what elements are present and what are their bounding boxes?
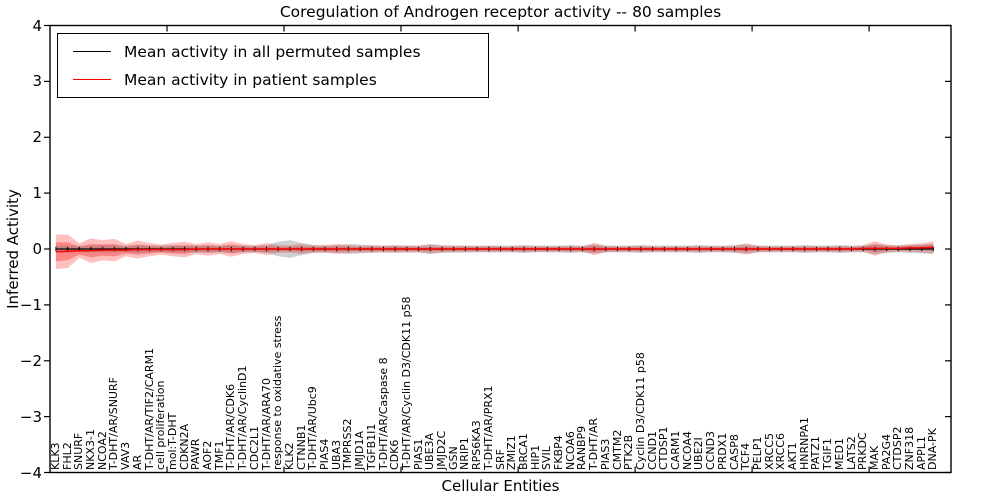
- x-tick-label: T-DHT/AR/ARA70: [259, 378, 273, 470]
- x-tick-label: CDKN2A: [177, 423, 191, 470]
- x-tick-label: SVIL: [540, 446, 554, 470]
- legend-swatch-patient-line: [73, 79, 111, 80]
- x-axis-label: Cellular Entities: [441, 477, 560, 495]
- x-tick-label: NRIP1: [458, 437, 472, 470]
- y-tick-label: 4: [32, 16, 42, 35]
- x-tick-label: MAK: [867, 445, 881, 470]
- x-tick-label: KLK3: [48, 442, 62, 470]
- x-tick-label: T-DHT/AR/PRX1: [481, 385, 495, 470]
- y-tick-label: −4: [19, 463, 42, 482]
- legend: Mean activity in all permuted samples Me…: [57, 33, 489, 98]
- x-tick-label: mol:T-DHT: [165, 412, 179, 470]
- x-tick-label: T-DHT/AR/SNURF: [107, 377, 121, 470]
- x-tick-label: CDC2L1: [247, 426, 261, 470]
- x-tick-label: T-DHT/AR: [587, 417, 601, 470]
- x-tick-label: T-DHT/AR/Cyclin D3/CDK11 p58: [399, 296, 413, 470]
- x-tick-label: PIAS4: [318, 438, 331, 470]
- patient-mean-line: [55, 246, 934, 253]
- x-tick-label: AKT1: [786, 442, 799, 470]
- x-tick-label: CMTM2: [610, 429, 624, 470]
- x-tick-label: Cyclin D3/CDK11 p58: [633, 352, 647, 470]
- x-tick-label: T-DHT/AR/Ubc9: [306, 386, 320, 470]
- x-tick-label: CTDSP2: [891, 426, 905, 470]
- x-tick-label: T-DHT/AR/TIF2/CARM1: [142, 347, 156, 470]
- legend-entry-patient: Mean activity in patient samples: [73, 69, 488, 91]
- x-tick-label: JMJD2C: [435, 430, 448, 470]
- x-tick-label: AOF2: [201, 440, 214, 470]
- x-tick-label: cell proliferation: [154, 380, 168, 470]
- x-tick-label: PIAS3: [598, 438, 612, 470]
- x-tick-label: XRCC6: [774, 433, 788, 470]
- x-tick-label: KLK2: [282, 442, 296, 470]
- x-tick-label: T-DHT/AR/Caspase 8: [376, 357, 390, 470]
- x-tick-label: PAWR: [189, 438, 203, 470]
- x-tick-label: ZNF318: [903, 426, 916, 470]
- x-tick-label: LATS2: [844, 436, 858, 470]
- x-tick-label: RANBP9: [575, 425, 589, 470]
- x-tick-label: BRCA1: [516, 433, 530, 470]
- y-tick-label: 3: [32, 72, 42, 91]
- x-tick-label: FKBP4: [552, 435, 565, 470]
- x-tick-label: CDK6: [388, 439, 402, 470]
- x-tick-label: T-DHT/AR/CyclinD1: [236, 365, 250, 470]
- legend-entry-permuted: Mean activity in all permuted samples: [73, 41, 488, 63]
- y-tick-label: 1: [32, 184, 42, 203]
- x-tick-label: TGIF1: [821, 438, 835, 470]
- x-tick-label: CTDSP1: [657, 426, 671, 470]
- x-tick-label: RPS6KA3: [470, 420, 484, 470]
- x-tick-label: SNURF: [72, 432, 86, 470]
- x-tick-label: TCF4: [739, 442, 753, 470]
- y-tick-label: −2: [19, 351, 42, 370]
- x-tick-label: UBE3A: [423, 432, 437, 470]
- x-tick-label: CTNNB1: [294, 424, 308, 470]
- x-tick-label: JMJD1A: [353, 431, 367, 470]
- legend-label-patient: Mean activity in patient samples: [124, 70, 377, 89]
- x-tick-label: SRF: [493, 449, 507, 470]
- x-tick-label: PRKDC: [856, 432, 870, 470]
- x-tick-label: HIP1: [528, 444, 542, 470]
- x-tick-label: DNA-PK: [926, 428, 940, 470]
- x-tick-label: FHL2: [60, 442, 74, 470]
- x-tick-label: CCND3: [704, 430, 718, 470]
- x-tick-label: MED1: [832, 438, 846, 470]
- x-tick-label: TGFB1I1: [364, 423, 378, 470]
- y-tick-label: 0: [32, 240, 42, 258]
- legend-label-permuted: Mean activity in all permuted samples: [124, 42, 421, 61]
- x-tick-label: CASP8: [727, 434, 741, 470]
- plot-title: Coregulation of Androgen receptor activi…: [279, 3, 722, 21]
- x-tick-label: NKX3-1: [84, 429, 97, 470]
- patient-band-outer: [55, 234, 934, 270]
- x-tick-label: UBE2I: [692, 437, 706, 470]
- patient-band-inner: [55, 242, 934, 262]
- x-tick-label: XRCC5: [762, 433, 776, 470]
- y-tick-label: −3: [19, 407, 42, 426]
- x-tick-label: PATZ1: [809, 436, 823, 470]
- x-tick-label: PELP1: [750, 436, 764, 470]
- x-tick-label: VAV3: [119, 441, 133, 470]
- x-tick-label: CCND1: [645, 430, 659, 470]
- x-tick-label: PIAS1: [411, 438, 425, 470]
- x-tick-label: response to oxidative stress: [271, 315, 285, 470]
- x-tick-label: T-DHT/AR/CDK6: [224, 383, 238, 470]
- x-tick-label: PA2G4: [879, 434, 893, 470]
- y-tick-label: −1: [19, 295, 42, 314]
- x-tick-label: TMPRSS2: [341, 418, 355, 470]
- x-tick-label: AR: [130, 454, 144, 470]
- x-tick-label: CARM1: [669, 430, 682, 470]
- x-tick-label: PRDX1: [715, 432, 729, 470]
- legend-swatch-permuted-line: [73, 51, 111, 52]
- x-tick-label: PTK2B: [622, 434, 636, 470]
- y-tick-label: 2: [32, 128, 42, 147]
- x-tick-label: ZMIZ1: [505, 435, 519, 470]
